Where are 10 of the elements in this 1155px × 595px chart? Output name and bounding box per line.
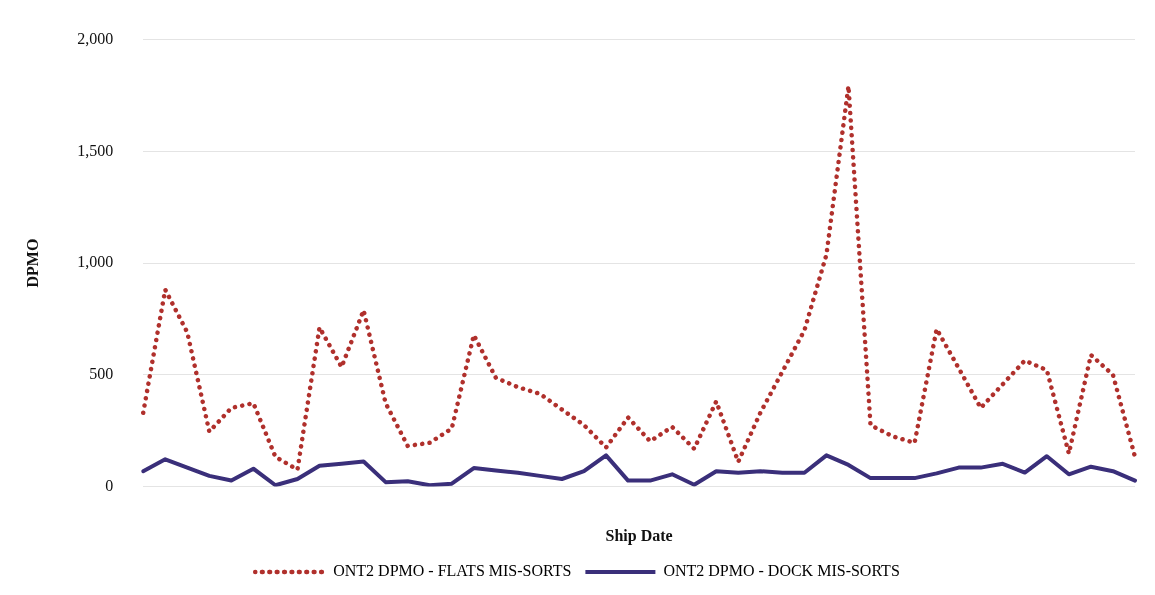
y-tick-label: 2,000: [77, 29, 114, 47]
x-axis-title: Ship Date: [605, 526, 673, 545]
y-tick-label: 1,500: [77, 141, 114, 159]
y-tick-label: 1,000: [77, 253, 114, 271]
legend-label: ONT2 DPMO - DOCK MIS-SORTS: [663, 562, 900, 580]
y-tick-label: 500: [89, 365, 114, 383]
line-series: [140, 83, 1138, 472]
legend-label: ONT2 DPMO - FLATS MIS-SORTS: [333, 562, 572, 580]
y-tick-label: 0: [105, 476, 114, 494]
y-axis-title: DPMO: [23, 238, 41, 288]
